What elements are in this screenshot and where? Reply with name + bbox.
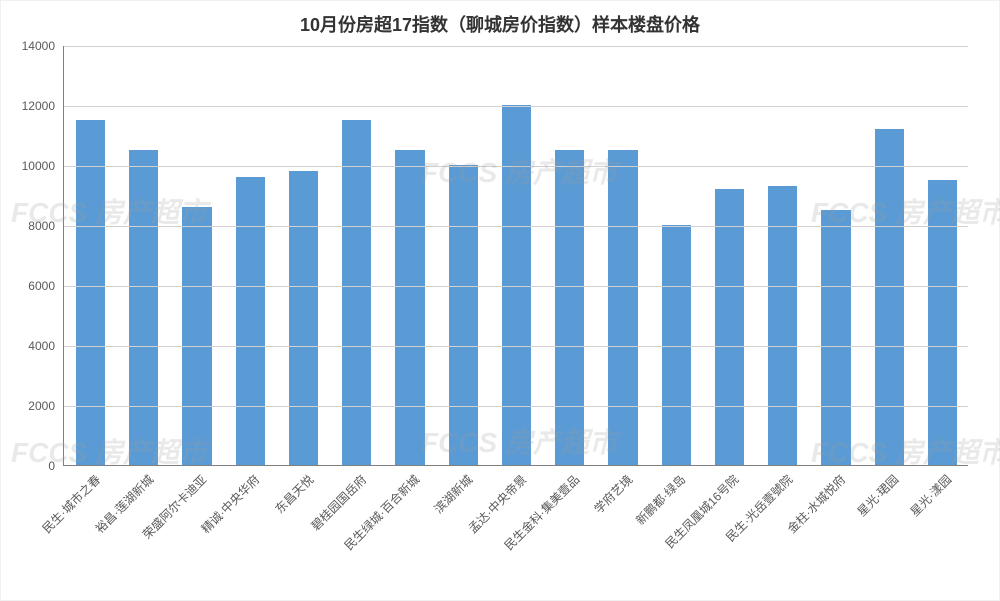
bar: [289, 171, 318, 465]
bar: [342, 120, 371, 465]
bar: [662, 225, 691, 465]
bar: [182, 207, 211, 465]
y-axis-tick-label: 0: [48, 459, 55, 473]
bar: [875, 129, 904, 465]
x-axis-tick-label: 星光·珺园: [853, 471, 902, 520]
bar: [76, 120, 105, 465]
bar: [821, 210, 850, 465]
bar: [608, 150, 637, 465]
bar: [236, 177, 265, 465]
chart-container: 10月份房超17指数（聊城房价指数）样本楼盘价格 FCCS 房产超市 FCCS …: [0, 0, 1000, 601]
bar: [395, 150, 424, 465]
x-axis-tick-label: 滨湖新城: [430, 471, 476, 517]
y-axis-tick-label: 2000: [28, 399, 55, 413]
gridline: [64, 406, 968, 407]
bar: [715, 189, 744, 465]
bar: [555, 150, 584, 465]
bar: [928, 180, 957, 465]
bar: [502, 105, 531, 465]
gridline: [64, 226, 968, 227]
bar: [129, 150, 158, 465]
x-axis-tick-label: 星光·漾园: [907, 471, 956, 520]
y-axis-tick-label: 4000: [28, 339, 55, 353]
gridline: [64, 346, 968, 347]
y-axis-tick-label: 10000: [22, 159, 55, 173]
gridline: [64, 286, 968, 287]
y-axis-tick-label: 14000: [22, 39, 55, 53]
gridline: [64, 46, 968, 47]
bar: [449, 165, 478, 465]
chart-title: 10月份房超17指数（聊城房价指数）样本楼盘价格: [1, 11, 999, 37]
y-axis-tick-label: 8000: [28, 219, 55, 233]
bars-layer: [64, 46, 968, 465]
y-axis-tick-label: 12000: [22, 99, 55, 113]
gridline: [64, 106, 968, 107]
bar: [768, 186, 797, 465]
gridline: [64, 166, 968, 167]
x-axis-tick-label: 学府艺境: [590, 471, 636, 517]
plot-area: [63, 46, 968, 466]
y-axis-tick-label: 6000: [28, 279, 55, 293]
x-axis-tick-label: 东昌天悦: [271, 471, 317, 517]
